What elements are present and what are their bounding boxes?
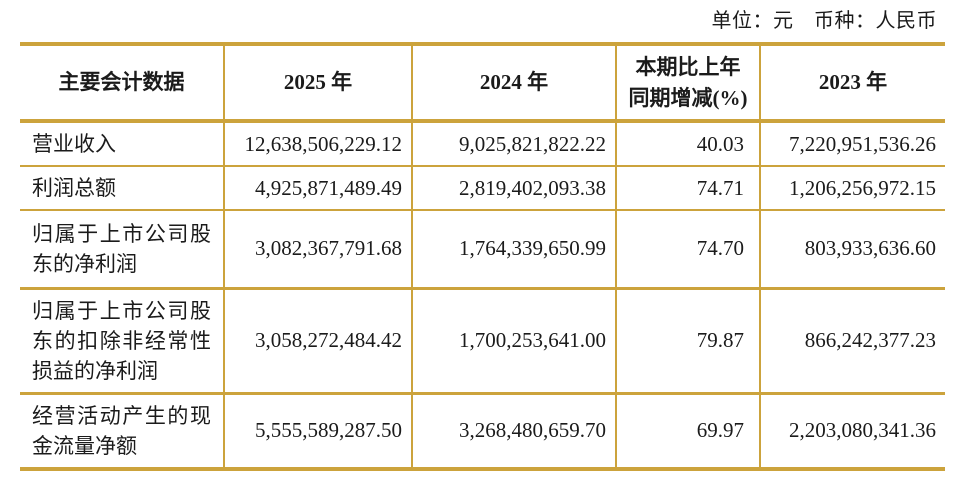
header-cell-2024: 2024 年 [411,44,616,121]
value-2025: 4,925,871,489.49 [223,166,412,210]
value-2023: 2,203,080,341.36 [759,393,945,469]
value-2023: 866,242,377.23 [759,288,945,393]
table-header-row: 主要会计数据 2025 年 2024 年 本期比上年 同期增减(%) 2023 … [20,44,945,121]
table-row-net-operating-cash-flow: 经营活动产生的现金流量净额 5,555,589,287.50 3,268,480… [20,393,945,469]
value-2025: 12,638,506,229.12 [223,121,412,166]
value-2024: 1,700,253,641.00 [411,288,616,393]
row-label: 归属于上市公司股东的净利润 [32,221,211,276]
value-2024: 9,025,821,822.22 [411,121,616,166]
row-label: 利润总额 [32,176,116,200]
value-change-pct: 69.97 [615,393,760,469]
value-2025: 3,058,272,484.42 [223,288,412,393]
header-cell-change-pct: 本期比上年 同期增减(%) [615,44,760,121]
table-row-operating-revenue: 营业收入 12,638,506,229.12 9,025,821,822.22 … [20,121,945,166]
table-row-net-profit-attributable: 归属于上市公司股东的净利润 3,082,367,791.68 1,764,339… [20,210,945,288]
value-2023: 1,206,256,972.15 [759,166,945,210]
header-cell-2023: 2023 年 [759,44,945,121]
row-label: 归属于上市公司股东的扣除非经常性损益的净利润 [32,298,211,383]
unit-currency-note: 单位：元 币种：人民币 [711,10,937,32]
value-change-pct: 74.70 [615,210,760,288]
value-change-pct: 40.03 [615,121,760,166]
value-2025: 5,555,589,287.50 [223,393,412,469]
value-2023: 7,220,951,536.26 [759,121,945,166]
value-2024: 1,764,339,650.99 [411,210,616,288]
value-2024: 2,819,402,093.38 [411,166,616,210]
header-cell-2025: 2025 年 [223,44,412,121]
header-cell-indicator: 主要会计数据 [58,70,185,94]
value-change-pct: 74.71 [615,166,760,210]
row-label: 经营活动产生的现金流量净额 [32,403,211,458]
row-label: 营业收入 [32,132,116,156]
table-row-total-profit: 利润总额 4,925,871,489.49 2,819,402,093.38 7… [20,166,945,210]
key-accounting-data-table: 主要会计数据 2025 年 2024 年 本期比上年 同期增减(%) 2023 … [20,42,945,471]
value-2023: 803,933,636.60 [759,210,945,288]
value-2025: 3,082,367,791.68 [223,210,412,288]
value-change-pct: 79.87 [615,288,760,393]
table-row-net-profit-excl-nonrecurring: 归属于上市公司股东的扣除非经常性损益的净利润 3,058,272,484.42 … [20,288,945,393]
value-2024: 3,268,480,659.70 [411,393,616,469]
